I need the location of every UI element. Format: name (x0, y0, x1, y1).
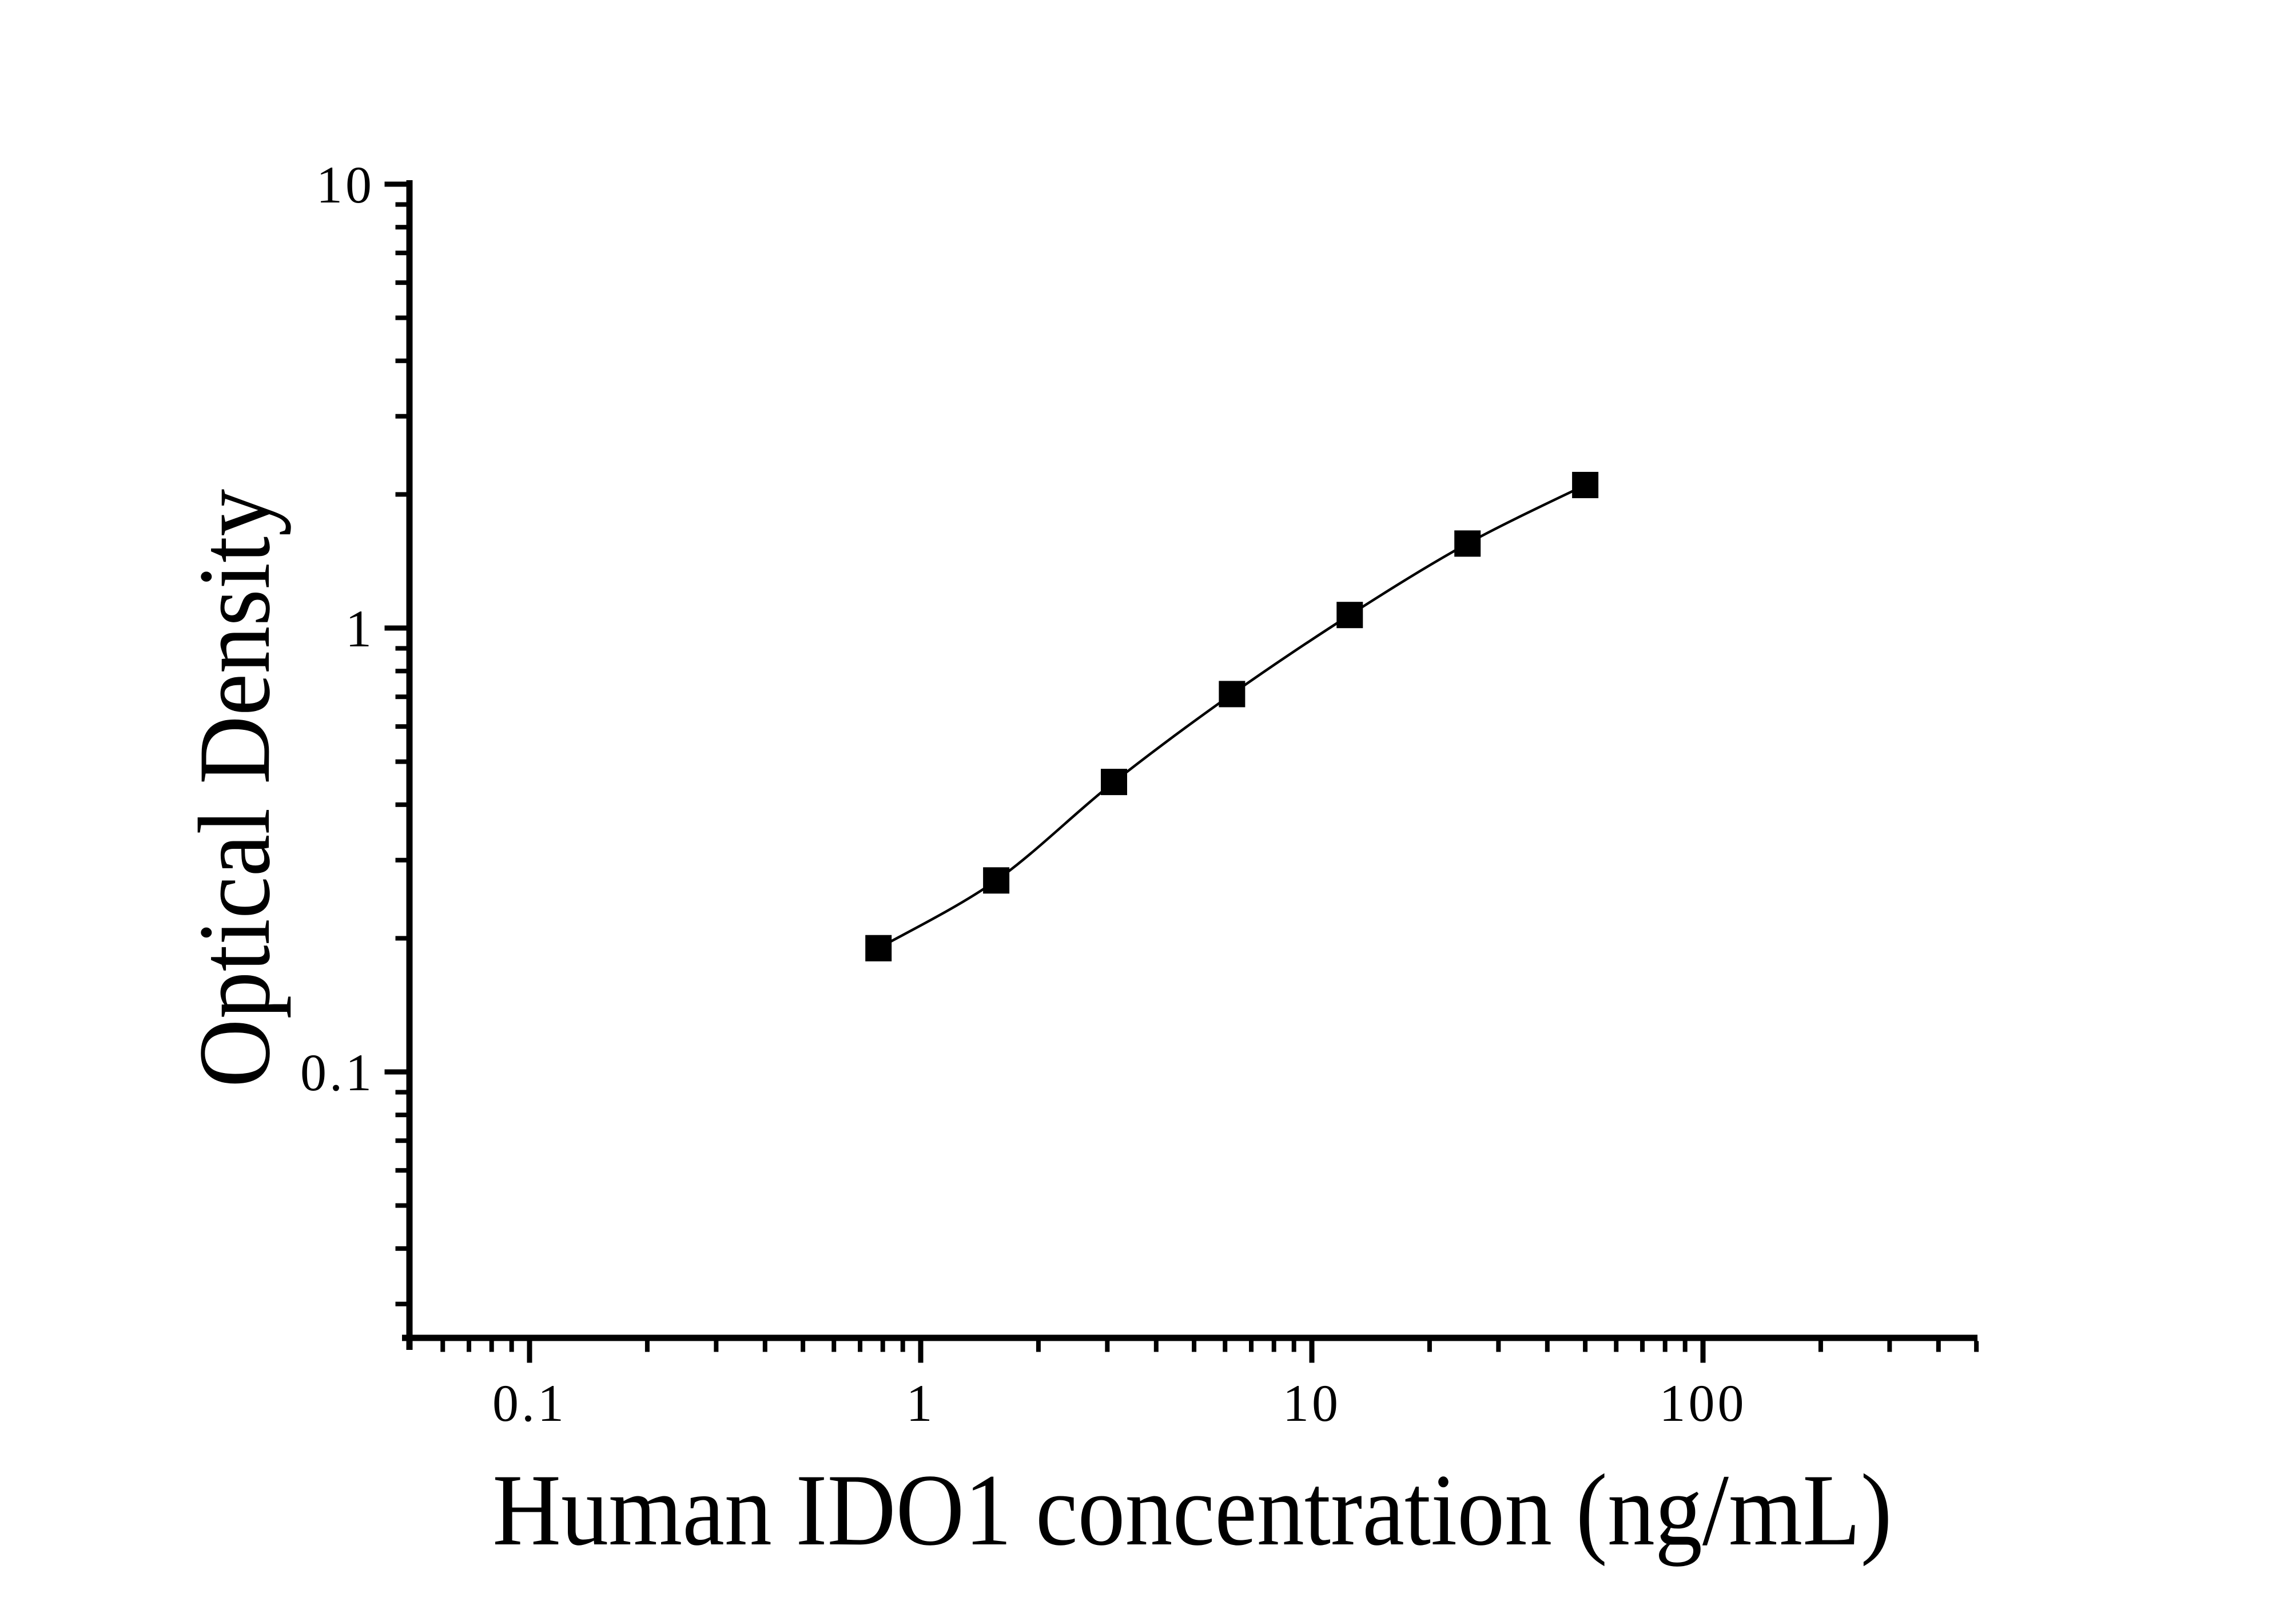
x-minor-tick (1818, 1341, 1823, 1352)
x-minor-tick (440, 1341, 445, 1352)
x-axis-spine (402, 1334, 1977, 1341)
y-tick-label-0.1: 0.1 (300, 1043, 375, 1102)
x-tick-label-0.1: 0.1 (492, 1374, 567, 1432)
y-major-tick (384, 625, 407, 631)
y-minor-tick (395, 857, 407, 863)
x-minor-tick (1496, 1341, 1501, 1352)
x-minor-tick (858, 1341, 863, 1352)
x-minor-tick (1153, 1341, 1159, 1352)
y-minor-tick (395, 646, 407, 651)
x-minor-tick (1614, 1341, 1619, 1352)
x-minor-tick (1974, 1341, 1979, 1352)
x-minor-tick (831, 1341, 837, 1352)
x-minor-tick (1545, 1341, 1550, 1352)
x-major-tick (1309, 1341, 1315, 1363)
data-point-marker-4 (1219, 681, 1246, 708)
y-major-tick (384, 1069, 407, 1075)
y-minor-tick (395, 694, 407, 700)
x-minor-tick (489, 1341, 494, 1352)
y-minor-tick (395, 280, 407, 285)
x-minor-tick (1583, 1341, 1588, 1352)
y-axis-title: Optical Density (178, 489, 291, 1087)
y-minor-tick (395, 251, 407, 256)
y-minor-tick (395, 1113, 407, 1118)
y-minor-tick (395, 802, 407, 807)
data-point-marker-2 (983, 867, 1010, 894)
x-minor-tick (467, 1341, 472, 1352)
y-minor-tick (395, 225, 407, 230)
x-minor-tick (1640, 1341, 1645, 1352)
x-tick-label-100: 100 (1660, 1374, 1747, 1432)
data-point-marker-5 (1336, 602, 1363, 629)
data-point-marker-3 (1101, 769, 1128, 796)
x-tick-label-1: 1 (906, 1374, 936, 1432)
y-minor-tick (395, 1138, 407, 1143)
x-minor-tick (762, 1341, 767, 1352)
x-minor-tick (1291, 1341, 1296, 1352)
y-minor-tick (395, 669, 407, 674)
x-axis-title: Human IDO1 concentration (ng/mL) (492, 1453, 1892, 1567)
y-major-tick (384, 181, 407, 187)
x-minor-tick (1887, 1341, 1892, 1352)
y-minor-tick (395, 202, 407, 207)
y-minor-tick (395, 315, 407, 320)
y-minor-tick (395, 1203, 407, 1208)
y-minor-tick (395, 492, 407, 497)
x-major-tick (527, 1341, 532, 1363)
x-minor-tick (1271, 1341, 1276, 1352)
y-minor-tick (395, 358, 407, 363)
x-minor-tick (880, 1341, 885, 1352)
x-minor-tick (1036, 1341, 1041, 1352)
y-minor-tick (395, 936, 407, 941)
x-minor-tick (1427, 1341, 1432, 1352)
x-minor-tick (1192, 1341, 1197, 1352)
x-minor-tick (1249, 1341, 1254, 1352)
x-minor-tick (714, 1341, 719, 1352)
x-minor-tick (1223, 1341, 1228, 1352)
x-minor-tick (644, 1341, 650, 1352)
x-minor-tick (900, 1341, 905, 1352)
x-minor-tick (509, 1341, 514, 1352)
x-tick-label-10: 10 (1283, 1374, 1341, 1432)
y-tick-label-1: 1 (345, 599, 375, 658)
plot-area: 0.1 1 10 100 10 1 0.1 (300, 156, 1979, 1432)
x-minor-tick (1662, 1341, 1668, 1352)
x-minor-tick (1682, 1341, 1688, 1352)
data-point-marker-6 (1454, 530, 1481, 557)
y-minor-tick (395, 414, 407, 419)
x-minor-tick (1105, 1341, 1110, 1352)
x-major-tick (1700, 1341, 1706, 1363)
y-minor-tick (395, 1090, 407, 1095)
y-minor-tick (395, 759, 407, 764)
y-minor-tick (395, 724, 407, 729)
y-tick-label-10: 10 (316, 156, 375, 214)
y-axis-spine (406, 180, 413, 1350)
x-minor-tick (801, 1341, 806, 1352)
data-point-marker-1 (865, 935, 892, 962)
data-point-marker-7 (1572, 471, 1599, 498)
y-minor-tick (395, 1168, 407, 1173)
x-major-tick (918, 1341, 924, 1363)
y-minor-tick (395, 1301, 407, 1306)
x-minor-tick (1936, 1341, 1941, 1352)
y-minor-tick (395, 1246, 407, 1251)
